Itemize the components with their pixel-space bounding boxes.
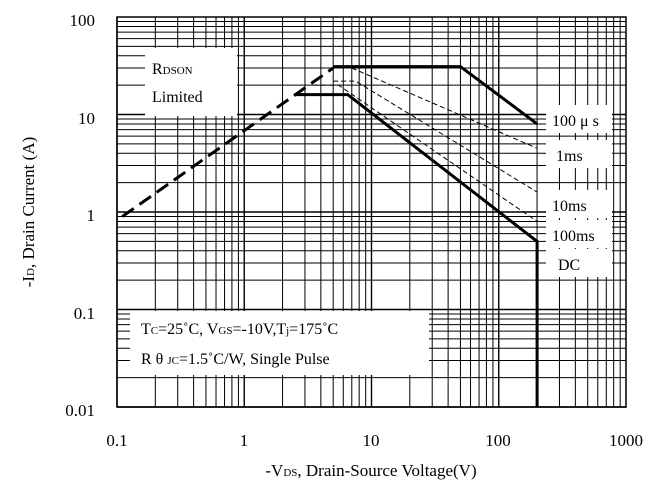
series-label-100us: 100 μ s: [552, 113, 599, 130]
series-label-10ms: 10ms: [552, 198, 587, 215]
series-line-4: [313, 84, 538, 222]
x-tick-label: 1: [240, 431, 249, 450]
y-tick-label: 100: [70, 11, 96, 30]
series-line-5: [294, 93, 539, 407]
series-label-100ms: 100ms: [552, 228, 595, 245]
label-box-1ms: [546, 140, 612, 168]
series-line-0: [121, 66, 335, 218]
conditions-line-1: TC=25˚C, VGS=-10V,Tj=175˚C: [141, 321, 338, 338]
y-tick-label: 1: [87, 206, 96, 225]
series-line-1: [333, 65, 538, 126]
rdson-label-box: [145, 48, 237, 116]
series-line-3: [333, 80, 538, 193]
x-tick-label: 0.1: [106, 431, 127, 450]
series-line-2: [351, 67, 538, 149]
x-tick-label: 1000: [609, 431, 643, 450]
x-axis-title: -VDS, Drain-Source Voltage(V): [265, 461, 476, 480]
x-tick-label: 10: [363, 431, 380, 450]
x-tick-label: 100: [485, 431, 511, 450]
y-tick-label: 10: [78, 109, 95, 128]
label-box-100ms: [546, 220, 612, 248]
y-tick-label: 0.1: [74, 304, 95, 323]
y-tick-label: 0.01: [65, 401, 95, 420]
series-label-dc: DC: [558, 257, 580, 274]
conditions-line-2: R θ JC=1.5˚C/W, Single Pulse: [141, 351, 330, 368]
label-box-100us: [546, 105, 612, 133]
rdson-label: RDSON: [152, 61, 193, 78]
label-box-10ms: [546, 190, 612, 218]
series-label-1ms: 1ms: [556, 148, 583, 165]
conditions-label-box: [130, 311, 429, 375]
data-series: [121, 65, 539, 407]
plot-frame: [116, 16, 627, 408]
label-box-dc: [546, 249, 612, 277]
y-axis-title: -ID, Drain Current (A): [19, 137, 38, 288]
rdson-limited-label: Limited: [152, 89, 203, 106]
